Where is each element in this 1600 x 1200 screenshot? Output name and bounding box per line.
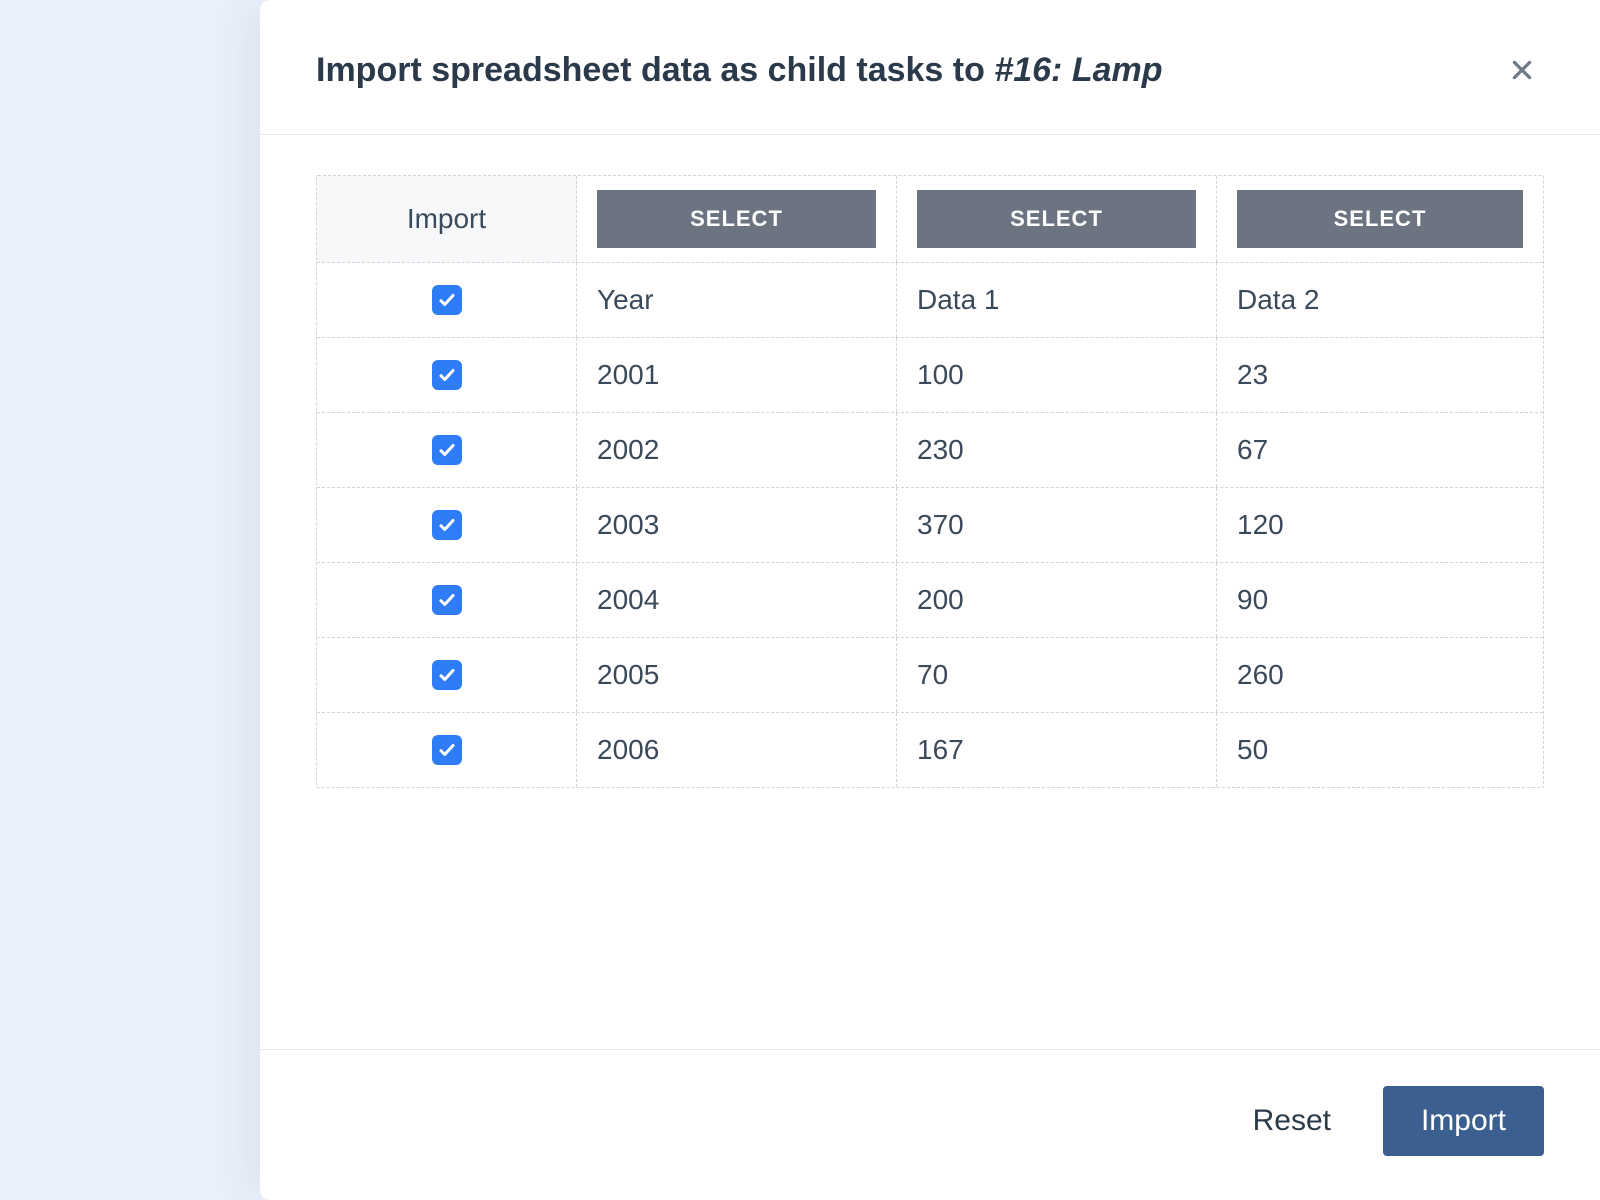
table-cell: 2005 (577, 638, 897, 712)
table-row: 200420090 (317, 563, 1543, 638)
table-cell: 2004 (577, 563, 897, 637)
import-checkbox[interactable] (432, 735, 462, 765)
import-checkbox[interactable] (432, 660, 462, 690)
table-cell: 120 (1217, 488, 1543, 562)
modal-title-prefix: Import spreadsheet data as child tasks t… (316, 51, 994, 89)
modal-title-task: #16: Lamp (994, 51, 1162, 89)
table-cell: Data 1 (897, 263, 1217, 337)
table-cell: 167 (897, 713, 1217, 787)
import-cell (317, 563, 577, 637)
spreadsheet-table: Import SELECT SELECT SELECT YearData 1Da… (316, 175, 1544, 788)
table-cell: Data 2 (1217, 263, 1543, 337)
close-icon (1509, 57, 1535, 83)
reset-button[interactable]: Reset (1245, 1096, 1339, 1146)
import-cell (317, 263, 577, 337)
modal-header: Import spreadsheet data as child tasks t… (260, 0, 1600, 135)
import-cell (317, 338, 577, 412)
import-cell (317, 488, 577, 562)
modal-body: Import SELECT SELECT SELECT YearData 1Da… (260, 135, 1600, 1001)
table-cell: Year (577, 263, 897, 337)
table-cell: 370 (897, 488, 1217, 562)
import-column-header: Import (317, 176, 577, 262)
table-cell: 50 (1217, 713, 1543, 787)
table-cell: 2001 (577, 338, 897, 412)
table-cell: 100 (897, 338, 1217, 412)
table-cell: 67 (1217, 413, 1543, 487)
import-checkbox[interactable] (432, 435, 462, 465)
import-checkbox[interactable] (432, 510, 462, 540)
table-row: 2003370120 (317, 488, 1543, 563)
close-button[interactable] (1500, 48, 1544, 92)
table-row: 200570260 (317, 638, 1543, 713)
import-cell (317, 413, 577, 487)
modal-title: Import spreadsheet data as child tasks t… (316, 50, 1163, 91)
import-button[interactable]: Import (1383, 1086, 1544, 1156)
column-select-button[interactable]: SELECT (1237, 190, 1523, 248)
table-cell: 90 (1217, 563, 1543, 637)
column-header-cell: SELECT (897, 176, 1217, 262)
modal-footer: Reset Import (260, 1050, 1600, 1200)
table-row: 200110023 (317, 338, 1543, 413)
column-select-button[interactable]: SELECT (917, 190, 1196, 248)
column-select-button[interactable]: SELECT (597, 190, 876, 248)
table-row: YearData 1Data 2 (317, 263, 1543, 338)
table-cell: 23 (1217, 338, 1543, 412)
column-header-cell: SELECT (577, 176, 897, 262)
table-cell: 260 (1217, 638, 1543, 712)
column-header-cell: SELECT (1217, 176, 1543, 262)
table-cell: 230 (897, 413, 1217, 487)
import-checkbox[interactable] (432, 585, 462, 615)
table-cell: 70 (897, 638, 1217, 712)
table-cell: 200 (897, 563, 1217, 637)
table-row: 200223067 (317, 413, 1543, 488)
table-cell: 2003 (577, 488, 897, 562)
import-cell (317, 638, 577, 712)
import-checkbox[interactable] (432, 360, 462, 390)
table-cell: 2006 (577, 713, 897, 787)
table-cell: 2002 (577, 413, 897, 487)
import-cell (317, 713, 577, 787)
table-header-row: Import SELECT SELECT SELECT (317, 176, 1543, 263)
table-row: 200616750 (317, 713, 1543, 787)
import-modal: Import spreadsheet data as child tasks t… (260, 0, 1600, 1200)
import-checkbox[interactable] (432, 285, 462, 315)
